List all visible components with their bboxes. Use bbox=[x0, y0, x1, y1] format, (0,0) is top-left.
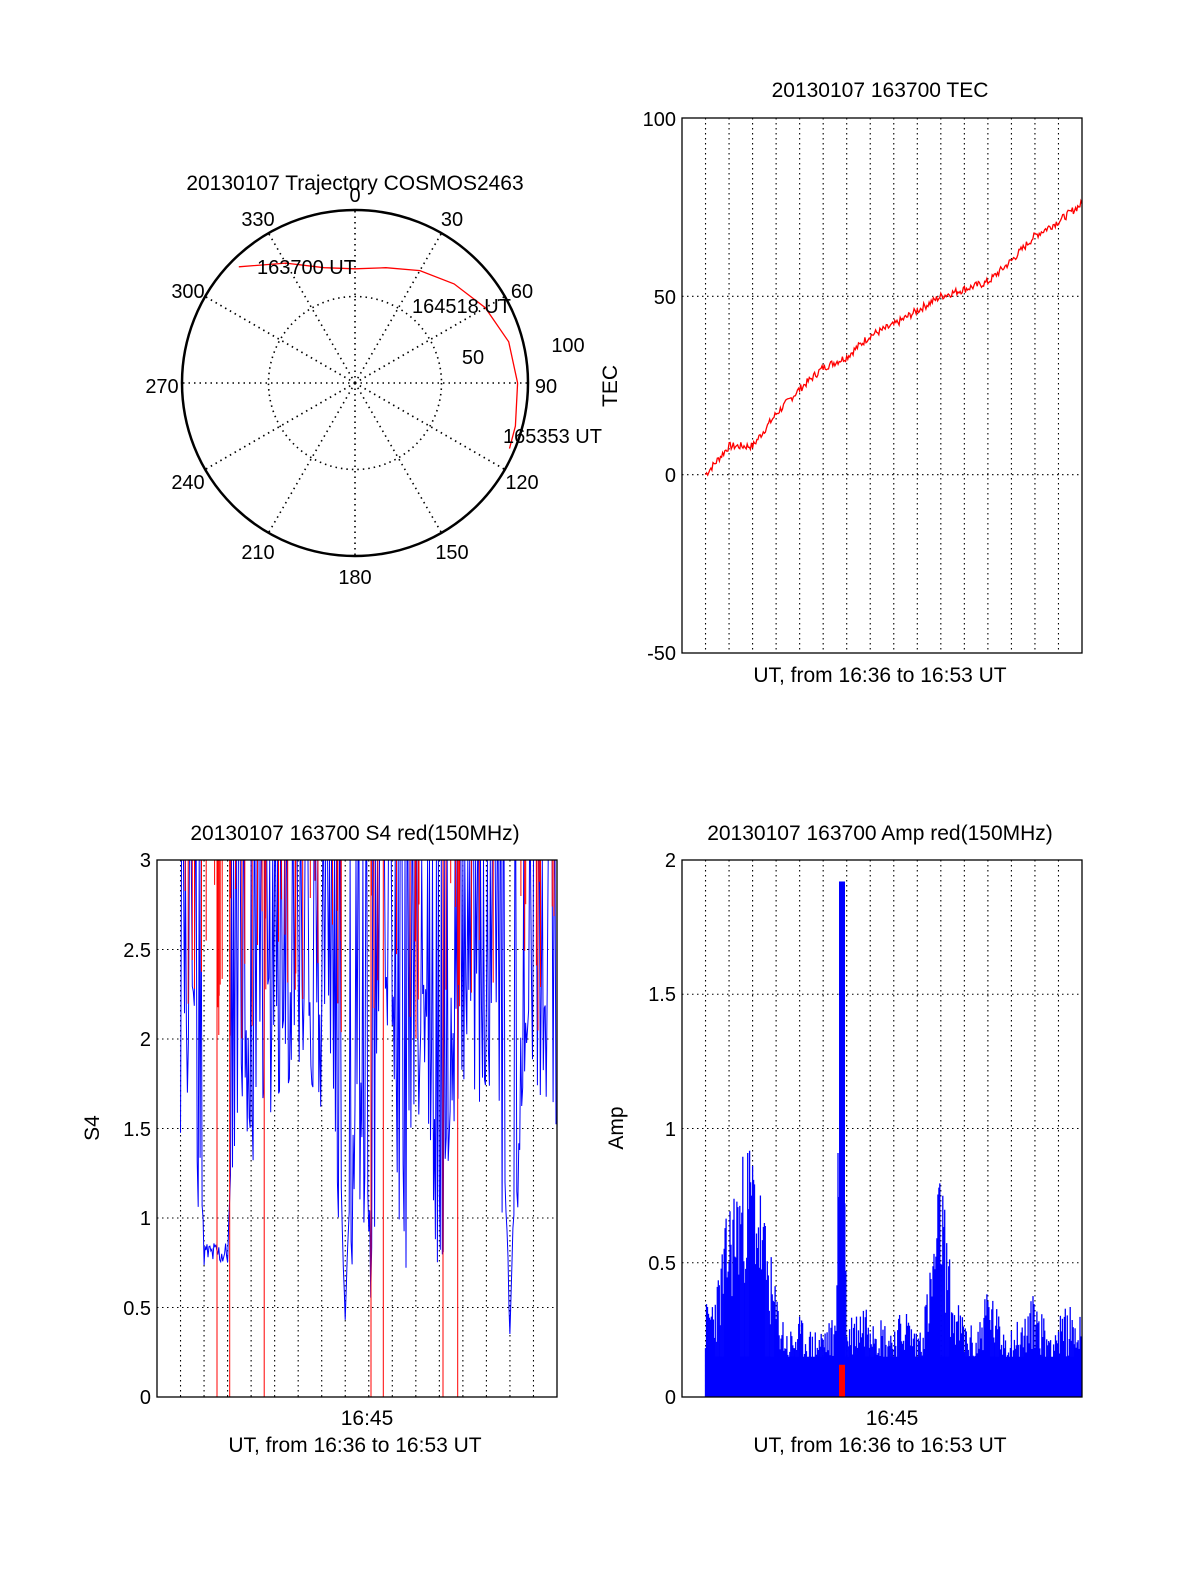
tec-ylabel: TEC bbox=[599, 365, 622, 407]
polar-spoke bbox=[204, 295, 356, 384]
amp-spike bbox=[839, 881, 845, 1397]
az-label-210: 210 bbox=[241, 542, 274, 564]
tec-title: 20130107 163700 TEC bbox=[772, 79, 989, 102]
s4-ytick-label: 0.5 bbox=[123, 1298, 151, 1320]
amp-ytick-label: 1.5 bbox=[648, 984, 676, 1006]
s4-title: 20130107 163700 S4 red(150MHz) bbox=[190, 822, 519, 845]
s4-ytick-label: 2.5 bbox=[123, 940, 151, 962]
amp-xlabel: UT, from 16:36 to 16:53 UT bbox=[753, 1434, 1006, 1457]
tec-chart: 20130107 163700 TEC -50 0 50 100 TEC UT,… bbox=[599, 79, 1083, 687]
s4-xlabel: UT, from 16:36 to 16:53 UT bbox=[228, 1434, 481, 1457]
s4-ytick-label: 0 bbox=[140, 1387, 151, 1409]
amp-plot-frame bbox=[681, 859, 1083, 1398]
amp-chart: 20130107 163700 Amp red(150MHz) 0 0.5 1 … bbox=[605, 822, 1083, 1457]
amp-y-ticks: 0 0.5 1 1.5 2 bbox=[648, 850, 676, 1409]
tec-ytick-label: -50 bbox=[647, 643, 676, 665]
s4-ytick-label: 3 bbox=[140, 850, 151, 872]
s4-chart: 20130107 163700 S4 red(150MHz) 0 0.5 1 1… bbox=[81, 822, 558, 1457]
polar-spoke bbox=[354, 382, 506, 471]
s4-ytick-label: 1 bbox=[140, 1208, 151, 1230]
amp-title: 20130107 163700 Amp red(150MHz) bbox=[707, 822, 1053, 845]
tec-ytick-label: 100 bbox=[643, 109, 676, 131]
amp-xtick-label: 16:45 bbox=[866, 1407, 919, 1430]
polar-azimuth-labels: 0 30 60 90 120 150 180 210 240 270 300 3… bbox=[145, 185, 557, 589]
tec-ytick-label: 50 bbox=[654, 287, 676, 309]
amp-ytick-label: 0 bbox=[665, 1387, 676, 1409]
amp-ytick-label: 0.5 bbox=[648, 1253, 676, 1275]
s4-y-ticks: 0 0.5 1 1.5 2 2.5 3 bbox=[123, 850, 151, 1409]
az-label-90: 90 bbox=[535, 376, 557, 398]
radial-label-50: 50 bbox=[462, 347, 484, 369]
radial-label-100: 100 bbox=[551, 335, 584, 357]
tec-series-line bbox=[704, 198, 1083, 477]
az-label-270: 270 bbox=[145, 376, 178, 398]
trajectory-end-label: 165353 UT bbox=[503, 426, 602, 448]
amp-ytick-label: 1 bbox=[665, 1119, 676, 1141]
az-label-180: 180 bbox=[338, 567, 371, 589]
amp-ylabel: Amp bbox=[605, 1106, 628, 1149]
amp-ytick-label: 2 bbox=[665, 850, 676, 872]
polar-grid bbox=[182, 210, 528, 556]
polar-chart: 20130107 Trajectory COSMOS2463 0 30 60 9… bbox=[145, 172, 602, 589]
tec-grid bbox=[682, 118, 1082, 653]
polar-spoke bbox=[354, 382, 443, 534]
az-label-60: 60 bbox=[511, 281, 533, 303]
s4-ytick-label: 1.5 bbox=[123, 1119, 151, 1141]
az-label-330: 330 bbox=[241, 209, 274, 231]
az-label-300: 300 bbox=[171, 281, 204, 303]
amp-grid bbox=[682, 860, 1082, 1397]
az-label-0: 0 bbox=[349, 185, 360, 207]
tec-xlabel: UT, from 16:36 to 16:53 UT bbox=[753, 664, 1006, 687]
tec-y-ticks: -50 0 50 100 bbox=[643, 109, 676, 665]
trajectory-start-label: 163700 UT bbox=[257, 257, 356, 279]
s4-red-series bbox=[184, 860, 555, 1397]
az-label-150: 150 bbox=[435, 542, 468, 564]
amp-blue-floor bbox=[705, 1356, 1082, 1397]
polar-grid-circle bbox=[267, 295, 443, 471]
s4-ytick-label: 2 bbox=[140, 1029, 151, 1051]
amp-red-series bbox=[839, 1364, 845, 1397]
polar-spoke bbox=[354, 232, 443, 384]
trajectory-mid-label: 164518 UT bbox=[412, 296, 511, 318]
tec-ytick-label: 0 bbox=[665, 465, 676, 487]
s4-ylabel: S4 bbox=[81, 1115, 104, 1141]
amp-blue-series bbox=[704, 881, 1082, 1397]
amp-red-mark bbox=[839, 1364, 845, 1397]
s4-xtick-label: 16:45 bbox=[341, 1407, 394, 1430]
polar-outer-circle bbox=[180, 208, 530, 558]
polar-spoke bbox=[204, 382, 356, 471]
az-label-30: 30 bbox=[441, 209, 463, 231]
az-label-120: 120 bbox=[505, 472, 538, 494]
az-label-240: 240 bbox=[171, 472, 204, 494]
tec-plot-frame bbox=[681, 117, 1083, 654]
polar-spoke bbox=[267, 382, 356, 534]
polar-title: 20130107 Trajectory COSMOS2463 bbox=[186, 172, 523, 195]
polar-spoke bbox=[354, 295, 506, 384]
trajectory-line bbox=[238, 262, 519, 449]
s4-plot-frame bbox=[156, 859, 558, 1398]
polar-spoke bbox=[267, 232, 356, 384]
